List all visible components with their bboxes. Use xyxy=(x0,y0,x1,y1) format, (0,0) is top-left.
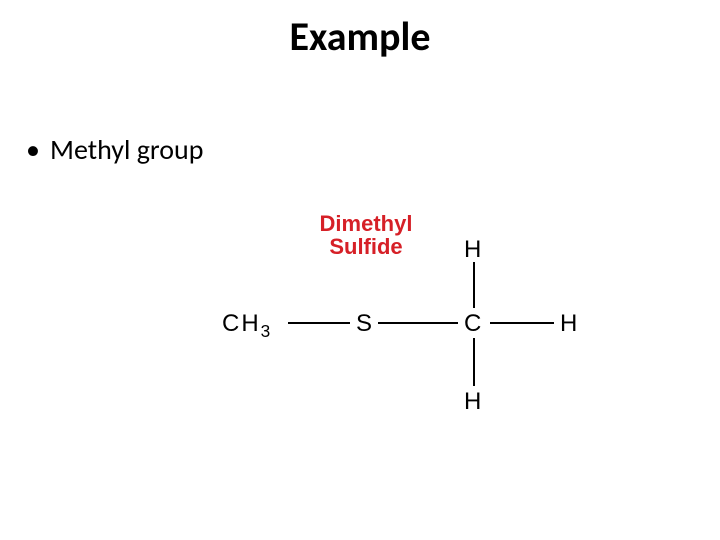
atom-h_rt: H xyxy=(560,310,579,338)
bond-2 xyxy=(490,322,554,324)
bullet-text: Methyl group xyxy=(50,132,203,167)
atom-h_bot: H xyxy=(464,388,483,416)
slide: { "title": "Example", "bullet": { "marke… xyxy=(0,0,720,540)
bond-4 xyxy=(473,338,475,386)
atom-ch3: CH3 xyxy=(222,310,270,342)
slide-title: Example xyxy=(0,12,720,61)
bullet-marker: • xyxy=(26,132,50,167)
atom-h_top: H xyxy=(464,236,483,264)
bond-0 xyxy=(288,322,350,324)
bullet-item: •Methyl group xyxy=(26,132,203,167)
bond-1 xyxy=(378,322,458,324)
chemical-formula: CH3 S C H H H xyxy=(222,236,602,466)
atom-s: S xyxy=(356,310,374,338)
bond-3 xyxy=(473,262,475,308)
atom-c: C xyxy=(464,310,483,338)
compound-name-line1: Dimethyl xyxy=(320,211,413,236)
